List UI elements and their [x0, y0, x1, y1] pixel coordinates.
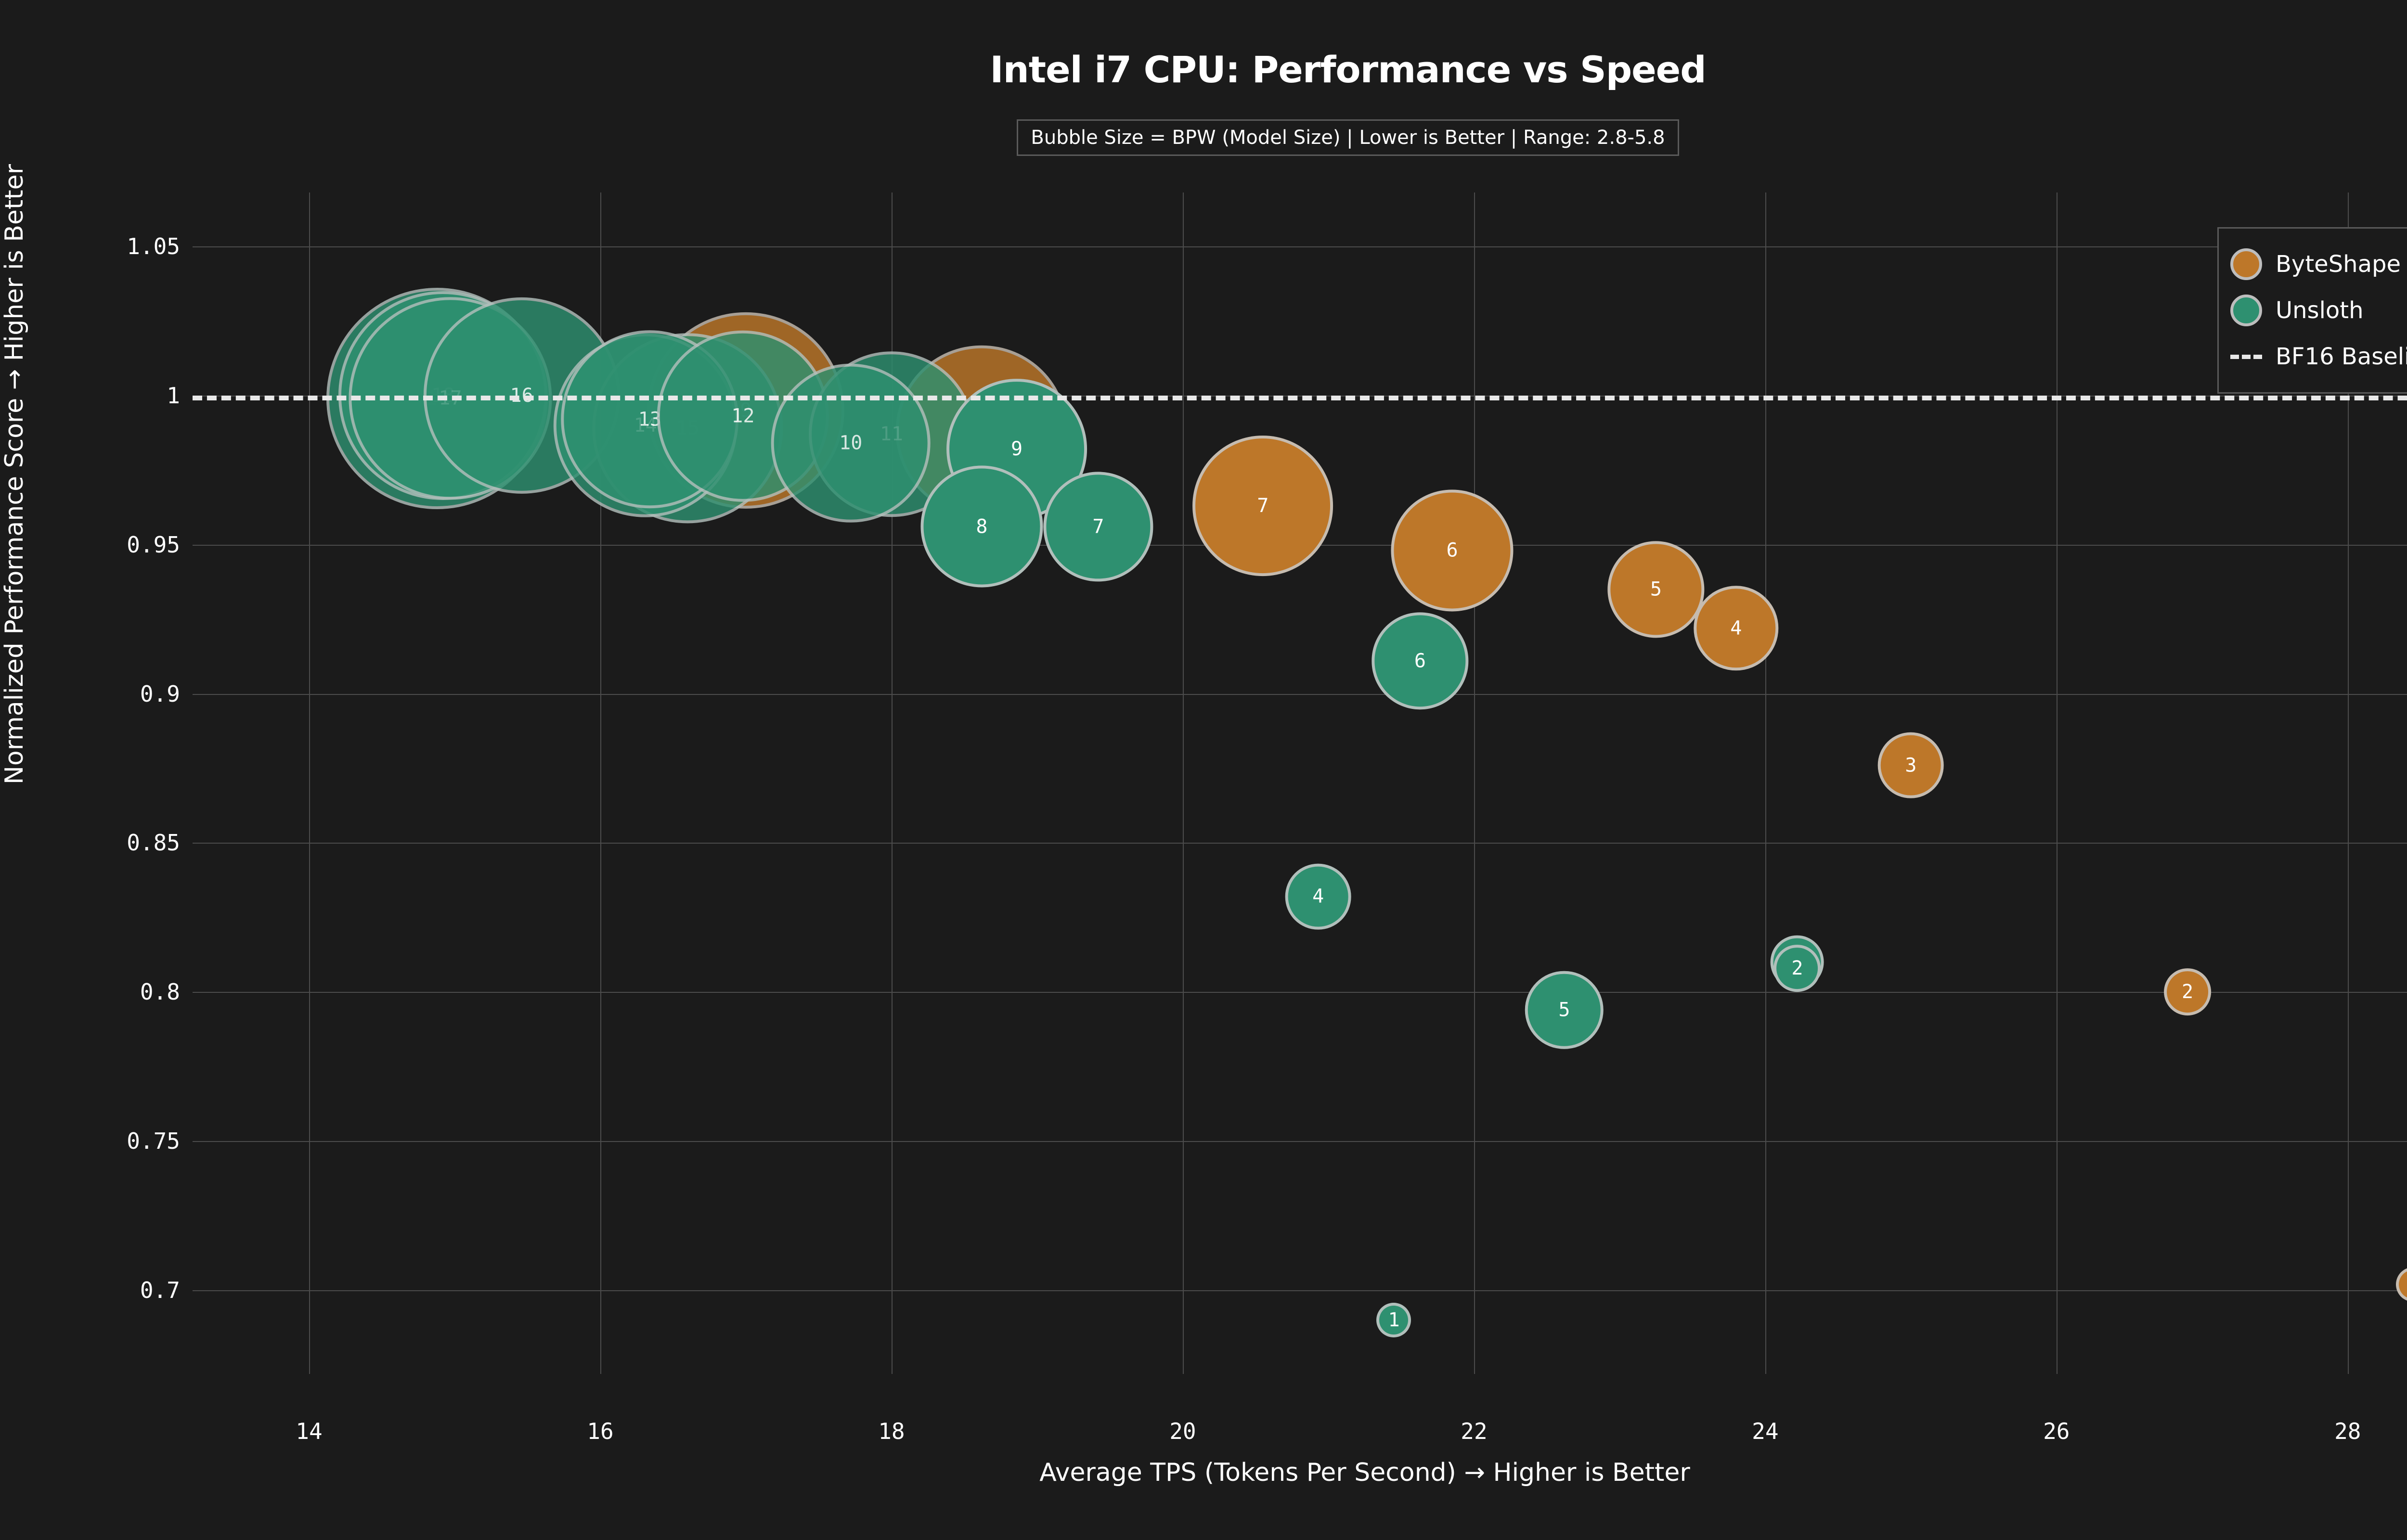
data-bubble[interactable]: 4: [1285, 863, 1351, 930]
gridline-horizontal: [193, 1290, 2407, 1292]
data-bubble[interactable]: 5: [1525, 971, 1604, 1049]
y-axis-tick-label: 0.75: [127, 1128, 180, 1155]
y-axis-tick-label: 0.9: [140, 680, 180, 707]
data-bubble[interactable]: 10: [771, 363, 931, 523]
bubble-label: 6: [1414, 650, 1426, 672]
y-axis-tick-label: 0.7: [140, 1277, 180, 1304]
x-axis-tick-label: 18: [878, 1418, 905, 1444]
gridline-vertical: [309, 192, 310, 1374]
data-bubble[interactable]: 5: [1607, 540, 1705, 638]
x-axis-tick-label: 24: [1752, 1418, 1779, 1444]
byteshape-swatch-icon: [2230, 248, 2262, 280]
bubble-label: 4: [1730, 617, 1742, 640]
bubble-label: 3: [1905, 754, 1917, 777]
y-axis-tick-label: 0.85: [127, 830, 180, 856]
gridline-vertical: [1182, 192, 1184, 1374]
bubble-label: 10: [839, 432, 863, 454]
x-axis-tick-label: 14: [296, 1418, 323, 1444]
data-bubble[interactable]: 1: [2395, 1267, 2407, 1302]
gridline-vertical: [600, 192, 601, 1374]
bubble-label: 7: [1092, 515, 1104, 538]
gridline-horizontal: [193, 693, 2407, 695]
x-axis-tick-label: 22: [1461, 1418, 1488, 1444]
x-axis-tick-label: 20: [1169, 1418, 1196, 1444]
data-bubble[interactable]: 2: [2164, 968, 2211, 1016]
page-title: Intel i7 CPU: Performance vs Speed: [990, 48, 1706, 91]
y-axis-tick-label: 1: [167, 382, 180, 409]
y-axis-tick-label: 1.05: [127, 233, 180, 259]
x-axis-tick-label: 26: [2043, 1418, 2070, 1444]
gridline-horizontal: [193, 246, 2407, 247]
bubble-label: 1: [1388, 1309, 1400, 1332]
bubble-label: 7: [1257, 494, 1269, 517]
gridline-horizontal: [193, 843, 2407, 844]
gridline-vertical: [1765, 192, 1766, 1374]
bubble-label: 8: [976, 515, 988, 538]
unsloth-swatch-icon: [2230, 295, 2262, 326]
data-bubble[interactable]: 1: [1376, 1303, 1411, 1338]
gridline-horizontal: [193, 992, 2407, 993]
data-bubble[interactable]: 2: [1773, 944, 1821, 992]
legend-item-unsloth[interactable]: Unsloth: [2230, 287, 2407, 334]
bubble-label: 2: [2181, 981, 2194, 1003]
data-bubble[interactable]: 7: [1043, 472, 1153, 581]
bubble-label: 4: [1312, 886, 1324, 908]
bubble-label: 2: [1791, 957, 1803, 979]
data-bubble[interactable]: 6: [1372, 612, 1469, 709]
plot-area: 0.7 0.75 0.8 0.85 0.9 0.95 1 1.05 14 16 18 20 22 24 2…: [127, 192, 2407, 1444]
bf16-baseline-line: [193, 395, 2407, 400]
data-bubble[interactable]: 7: [1192, 436, 1333, 576]
gridline-vertical: [891, 192, 893, 1374]
bubble-label: 6: [1446, 539, 1458, 562]
bubble-label: 12: [731, 405, 755, 427]
subtitle-container: Bubble Size = BPW (Model Size) | Lower i…: [0, 119, 2407, 156]
x-axis-title: Average TPS (Tokens Per Second) → Higher…: [1039, 1458, 1690, 1487]
gridline-vertical: [2347, 192, 2349, 1374]
dashed-line-icon: [2230, 341, 2262, 372]
data-bubble[interactable]: 8: [920, 465, 1043, 588]
gridline-horizontal: [193, 1141, 2407, 1142]
legend-label: Unsloth: [2276, 297, 2364, 324]
legend-item-bf16-baseline[interactable]: BF16 Baseline: [2230, 334, 2407, 380]
x-axis-tick-label: 28: [2334, 1418, 2361, 1444]
x-axis-tick-label: 16: [587, 1418, 614, 1444]
data-bubble[interactable]: 6: [1391, 489, 1514, 612]
bubble-label: 9: [1010, 438, 1023, 461]
bubble-label: 5: [1650, 578, 1662, 601]
bubble-label: 5: [1558, 999, 1570, 1021]
y-axis-title: Normalized Performance Score → Higher is…: [0, 164, 29, 784]
legend-item-byteshape[interactable]: ByteShape KQ: [2230, 241, 2407, 287]
data-bubble[interactable]: 3: [1877, 732, 1944, 798]
y-axis-tick-label: 0.95: [127, 531, 180, 558]
legend[interactable]: ByteShape KQ Unsloth BF16 Baseline: [2217, 227, 2407, 394]
legend-label: ByteShape KQ: [2276, 251, 2407, 278]
y-axis-tick-label: 0.8: [140, 979, 180, 1005]
data-bubble[interactable]: 4: [1694, 586, 1779, 670]
chart-subtitle: Bubble Size = BPW (Model Size) | Lower i…: [1017, 119, 1679, 156]
legend-label: BF16 Baseline: [2276, 343, 2407, 370]
gridline-vertical: [2056, 192, 2058, 1374]
gridline-vertical: [1474, 192, 1475, 1374]
